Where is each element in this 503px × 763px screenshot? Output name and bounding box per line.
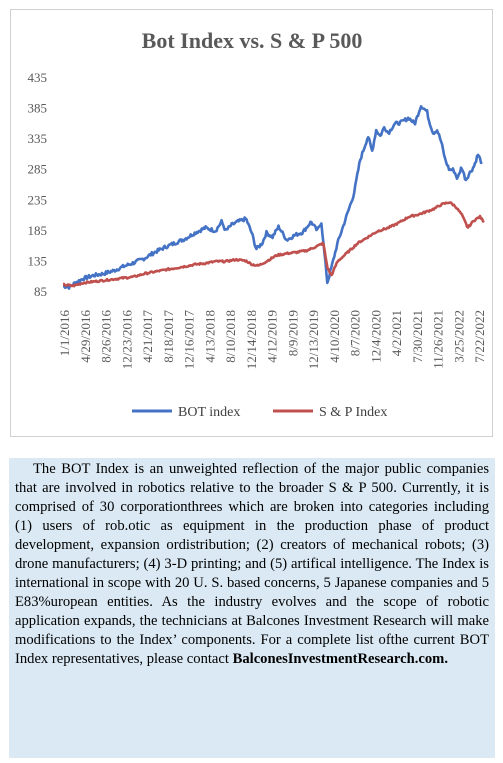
x-tick-label: 4/13/2018 — [202, 310, 217, 363]
x-tick-label: 8/26/2016 — [99, 310, 114, 363]
x-tick-label: 12/14/2018 — [244, 310, 259, 369]
description-text: The BOT Index is an unweighted reflectio… — [15, 461, 489, 667]
x-tick-label: 12/23/2016 — [119, 310, 134, 370]
y-tick-label: 435 — [28, 70, 48, 85]
x-tick-label: 8/9/2019 — [285, 310, 300, 356]
x-tick-label: 12/4/2020 — [368, 310, 383, 363]
x-tick-label: 8/10/2018 — [223, 310, 238, 363]
y-tick-label: 335 — [28, 131, 48, 146]
chart-title: Bot Index vs. S & P 500 — [142, 28, 363, 53]
y-tick-label: 185 — [28, 223, 48, 238]
series-line-0 — [62, 105, 483, 290]
x-tick-label: 12/13/2019 — [306, 310, 321, 369]
y-tick-label: 385 — [28, 101, 48, 116]
x-tick-label: 4/2/2021 — [389, 310, 404, 356]
x-tick-label: 4/21/2017 — [140, 310, 155, 363]
x-tick-label: 12/16/2017 — [182, 310, 197, 370]
y-tick-label: 235 — [28, 192, 48, 207]
x-tick-label: 4/29/2016 — [78, 310, 93, 363]
x-tick-label: 7/30/2021 — [410, 310, 425, 363]
contact-website: BalconesInvestmentResearch.com. — [232, 651, 448, 667]
index-description: The BOT Index is an unweighted reflectio… — [9, 458, 495, 758]
x-tick-label: 4/12/2019 — [265, 310, 280, 363]
x-tick-label: 1/1/2016 — [57, 310, 72, 357]
x-tick-label: 3/25/2022 — [451, 310, 466, 363]
y-tick-label: 285 — [28, 162, 48, 177]
legend-label: S & P Index — [319, 405, 387, 420]
series-line-1 — [62, 201, 485, 288]
legend-label: BOT index — [178, 405, 240, 420]
y-tick-label: 85 — [34, 284, 47, 299]
y-tick-label: 135 — [28, 253, 48, 268]
x-tick-label: 8/18/2017 — [161, 310, 176, 363]
x-tick-label: 4/10/2020 — [327, 310, 342, 363]
line-chart: Bot Index vs. S & P 500 85 135 185 235 285 33… — [28, 28, 488, 420]
chart-container: Bot Index vs. S & P 500 85 135 185 235 285 33… — [10, 9, 493, 437]
x-tick-label: 11/26/2021 — [431, 310, 446, 369]
x-tick-label: 7/22/2022 — [472, 310, 487, 363]
x-tick-label: 8/7/2020 — [348, 310, 363, 356]
